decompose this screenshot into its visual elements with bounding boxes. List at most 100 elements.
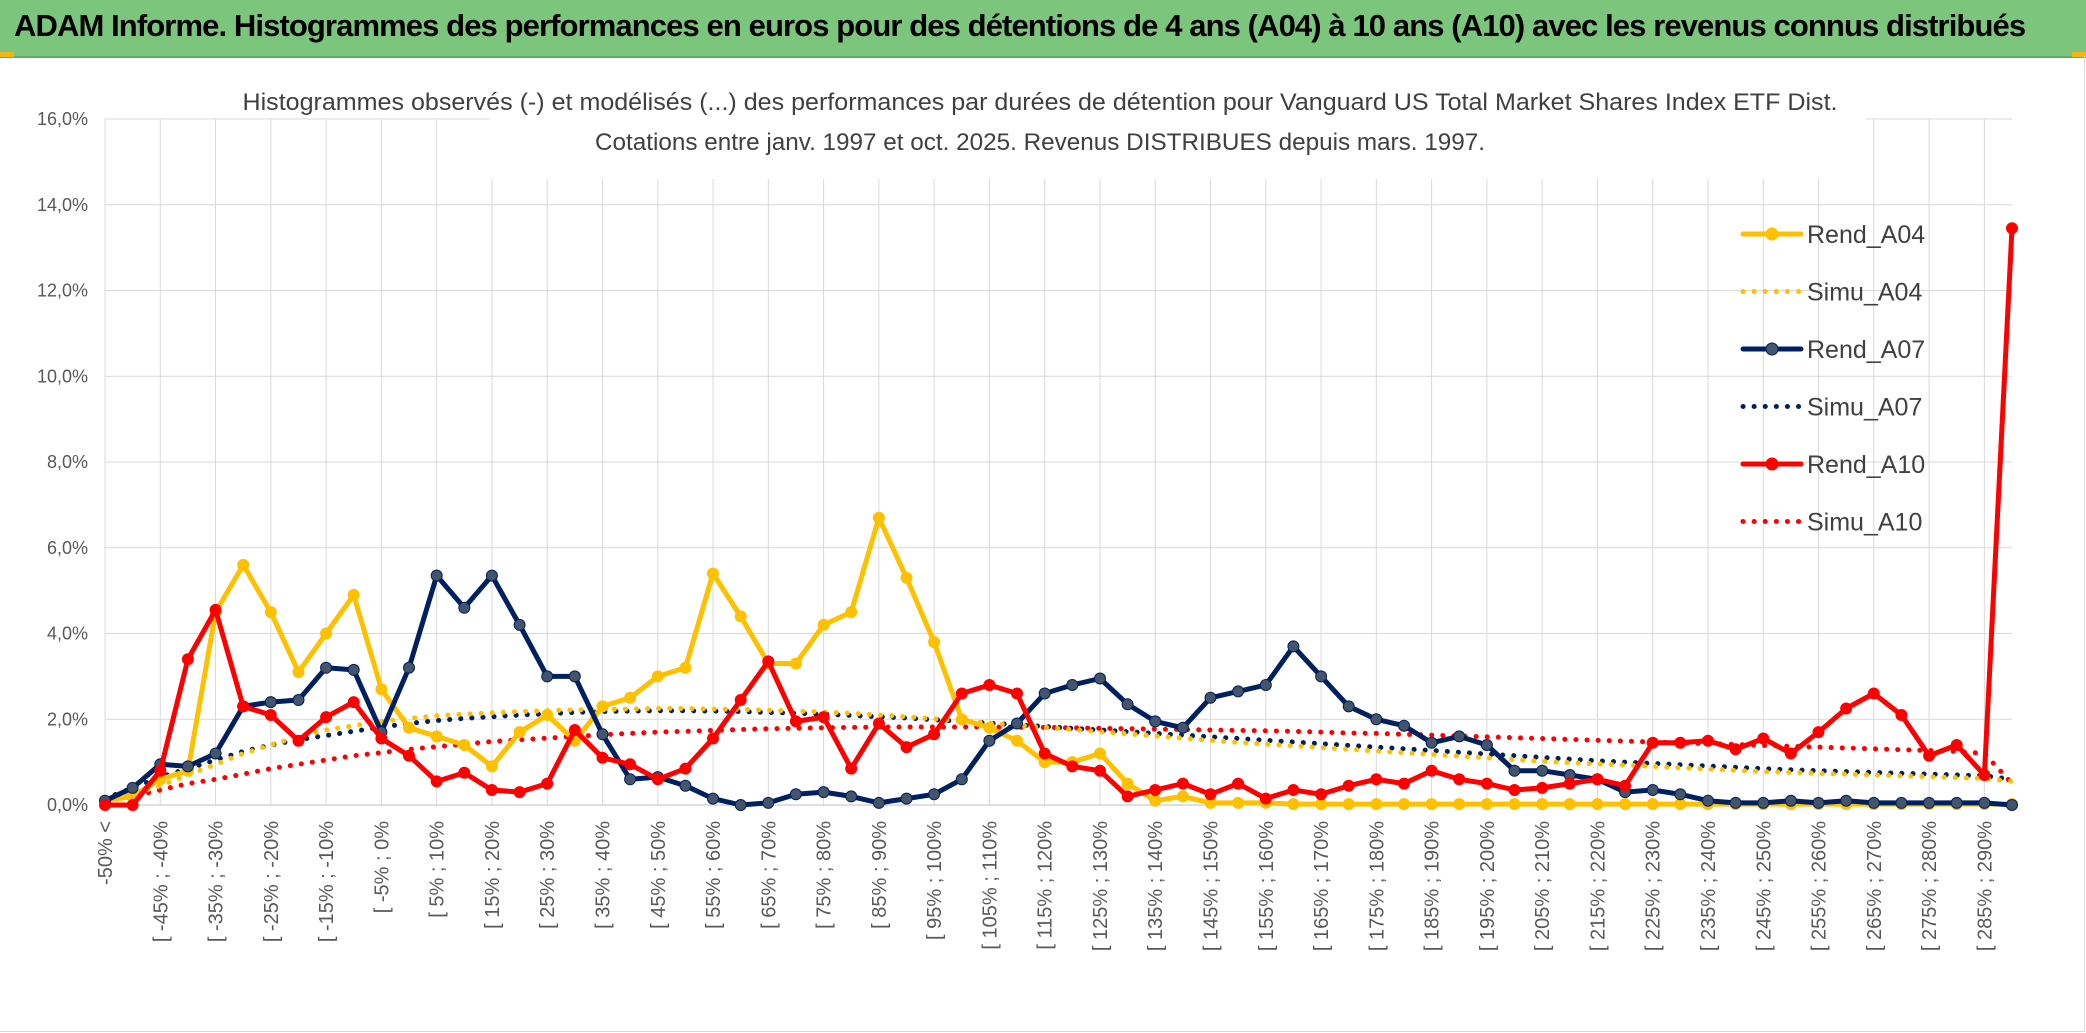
data-point-rend-a04 xyxy=(485,760,498,773)
data-point-rend-a04 xyxy=(983,721,996,734)
data-point-rend-a07 xyxy=(1011,717,1023,730)
data-point-rend-a10 xyxy=(983,679,996,691)
data-point-rend-a10 xyxy=(458,766,471,779)
series-line-rend-a10 xyxy=(102,225,2015,808)
x-tick-label: [ 15% ; 20% xyxy=(482,821,504,929)
data-point-rend-a10 xyxy=(1287,784,1300,796)
x-tick-label: [ 175% ; 180% xyxy=(1366,821,1388,951)
data-point-rend-a04 xyxy=(320,627,333,640)
data-point-rend-a10 xyxy=(1508,784,1521,796)
x-tick-label: [ 165% ; 170% xyxy=(1311,821,1333,951)
data-point-rend-a04 xyxy=(707,567,719,580)
data-point-rend-a10 xyxy=(955,687,968,700)
data-point-rend-a10 xyxy=(154,764,167,777)
data-point-rend-a07 xyxy=(1232,685,1245,698)
data-point-rend-a10 xyxy=(1453,773,1466,786)
x-tick-label: [ 145% ; 150% xyxy=(1201,821,1223,951)
data-point-rend-a07 xyxy=(485,569,498,582)
x-tick-label: [ -35% ; -30% xyxy=(206,821,228,942)
data-point-rend-a07 xyxy=(1398,719,1410,732)
data-point-rend-a04 xyxy=(1121,777,1134,790)
x-tick-label: [ 265% ; 270% xyxy=(1864,821,1886,951)
data-point-rend-a10 xyxy=(1702,734,1714,747)
data-point-rend-a04 xyxy=(1453,798,1466,811)
x-tick-label: -50% < xyxy=(95,821,117,885)
data-point-rend-a10 xyxy=(430,775,443,788)
y-tick-label: 6,0% xyxy=(47,538,88,558)
data-point-rend-a10 xyxy=(651,773,664,786)
data-point-rend-a04 xyxy=(375,683,388,696)
data-point-rend-a04 xyxy=(292,666,305,679)
data-point-rend-a07 xyxy=(1480,739,1493,751)
data-point-rend-a07 xyxy=(845,790,858,803)
data-point-rend-a07 xyxy=(1840,794,1853,807)
series-line-simu-a07 xyxy=(102,708,2015,802)
data-point-rend-a07 xyxy=(1702,794,1714,807)
data-point-rend-a10 xyxy=(1232,777,1245,790)
data-point-rend-a04 xyxy=(1425,798,1438,811)
data-point-rend-a04 xyxy=(347,588,360,601)
data-point-rend-a07 xyxy=(320,661,333,674)
data-point-rend-a10 xyxy=(1619,779,1632,792)
data-point-rend-a10 xyxy=(320,711,333,724)
data-point-rend-a04 xyxy=(596,700,609,713)
data-point-rend-a10 xyxy=(1342,779,1355,792)
x-tick-label: [ 285% ; 290% xyxy=(1974,821,1996,951)
gridlines xyxy=(104,118,2012,806)
data-point-rend-a04 xyxy=(955,713,968,726)
data-point-rend-a07 xyxy=(707,792,719,805)
data-point-rend-a10 xyxy=(679,762,692,775)
data-point-rend-a10 xyxy=(1204,788,1217,801)
data-point-rend-a07 xyxy=(1895,796,1908,809)
x-tick-label: [ -5% ; 0% xyxy=(371,821,393,913)
data-point-rend-a04 xyxy=(651,670,664,683)
data-point-rend-a10 xyxy=(99,799,111,811)
histogram-chart: 0,0% 2,0% 4,0% 6,0% 8,0% 10,0% 12,0% 14,0% 16,0%… xyxy=(37,79,2018,951)
data-point-rend-a10 xyxy=(1757,732,1770,745)
banner: ADAM Informe. Histogrammes des performan… xyxy=(0,0,2086,58)
data-point-rend-a07 xyxy=(624,773,637,786)
data-point-rend-a04 xyxy=(237,558,250,571)
series-group xyxy=(99,222,2018,811)
data-point-rend-a10 xyxy=(126,799,139,811)
data-point-rend-a04 xyxy=(513,726,526,739)
data-point-rend-a07 xyxy=(762,796,775,809)
data-point-rend-a07 xyxy=(1287,640,1300,653)
data-point-rend-a10 xyxy=(1646,736,1659,749)
data-point-rend-a07 xyxy=(789,788,802,801)
data-point-rend-a04 xyxy=(734,610,747,623)
x-tick-label: [ -15% ; -10% xyxy=(316,821,338,942)
data-point-rend-a04 xyxy=(458,739,471,751)
data-point-rend-a10 xyxy=(1591,773,1604,786)
data-point-rend-a10 xyxy=(1923,749,1936,762)
y-tick-label: 14,0% xyxy=(37,195,88,215)
data-point-rend-a10 xyxy=(513,786,526,799)
data-point-rend-a07 xyxy=(817,786,830,799)
x-tick-label: [ 215% ; 220% xyxy=(1587,821,1609,951)
data-point-rend-a10 xyxy=(1840,702,1853,715)
data-point-rend-a04 xyxy=(928,636,941,649)
data-point-rend-a04 xyxy=(1536,798,1549,811)
series-line-simu-a04 xyxy=(102,706,2015,804)
legend-marker-rend-a04 xyxy=(1765,227,1779,241)
corner-mark-right xyxy=(2072,52,2086,57)
data-point-rend-a07 xyxy=(596,728,609,741)
data-point-rend-a07 xyxy=(1978,796,1991,809)
x-tick-label: [ 55% ; 60% xyxy=(703,821,725,929)
data-point-rend-a10 xyxy=(264,709,277,721)
data-point-rend-a10 xyxy=(292,734,305,747)
data-point-rend-a10 xyxy=(1950,739,1963,751)
x-tick-label: [ 45% ; 50% xyxy=(648,821,670,929)
data-point-rend-a07 xyxy=(264,696,277,709)
data-point-rend-a10 xyxy=(347,696,360,709)
data-point-rend-a07 xyxy=(541,670,554,683)
data-point-rend-a10 xyxy=(1867,687,1880,700)
data-point-rend-a10 xyxy=(2006,222,2018,235)
data-point-rend-a04 xyxy=(817,618,830,631)
data-point-rend-a10 xyxy=(1895,709,1908,721)
data-point-rend-a07 xyxy=(568,670,581,683)
data-point-rend-a10 xyxy=(1259,792,1272,805)
data-point-rend-a10 xyxy=(1176,777,1189,790)
data-point-rend-a04 xyxy=(845,606,858,619)
data-point-rend-a07 xyxy=(1204,691,1217,704)
